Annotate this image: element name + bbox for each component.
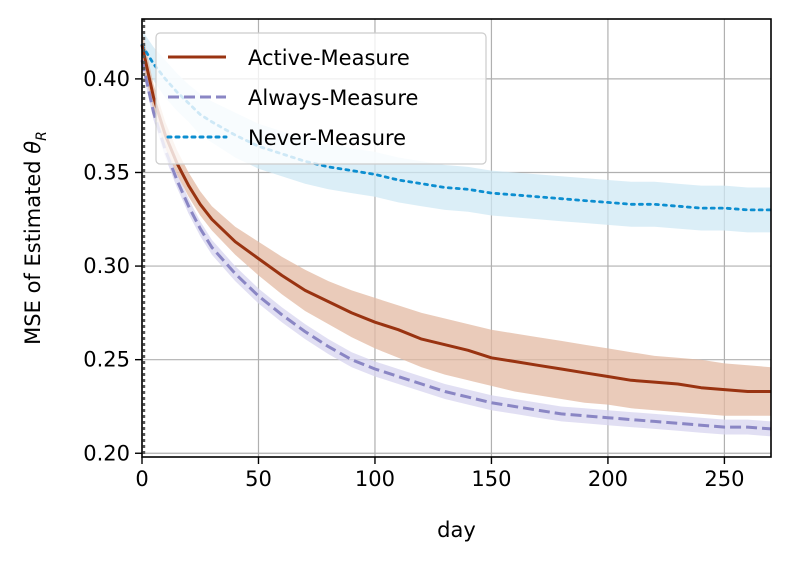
y-axis-title-symbol: θ: [21, 141, 45, 154]
y-tick-label: 0.35: [83, 160, 130, 184]
legend-label-always-measure: Always-Measure: [248, 86, 418, 110]
x-tick-label: 100: [355, 467, 395, 491]
series-line-always-measure: [140, 59, 772, 431]
y-tick-label: 0.20: [83, 441, 130, 465]
legend-box: [155, 32, 487, 165]
y-tick-label: 0.40: [83, 67, 130, 91]
axis-ticks: 0 50 100 150 200 250 0.20 0.25 0.30 0.35 0.40: [83, 67, 744, 491]
series-line-active-measure: [140, 44, 771, 393]
plot-frame: [141, 18, 772, 458]
x-tick-label: 0: [135, 467, 148, 491]
confidence-band-never-measure: [142, 30, 771, 233]
x-tick-label: 50: [245, 467, 272, 491]
y-axis-title-subscript: R: [34, 131, 50, 141]
x-tick-label: 200: [588, 467, 628, 491]
confidence-bands: [142, 30, 771, 437]
legend: Active-Measure Always-Measure Never-Measur…: [155, 32, 487, 165]
y-axis-title-main: MSE of Estimated: [21, 154, 45, 345]
confidence-band-active-measure: [142, 30, 771, 416]
x-axis-title: day: [437, 518, 476, 542]
legend-label-never-measure: Never-Measure: [248, 126, 406, 150]
x-tick-label: 250: [704, 467, 744, 491]
x-tick-label: 150: [471, 467, 511, 491]
legend-label-active-measure: Active-Measure: [248, 46, 410, 70]
y-tick-label: 0.30: [83, 254, 130, 278]
y-tick-label: 0.25: [83, 348, 130, 372]
y-axis-title: MSE of Estimated θR: [21, 131, 50, 345]
